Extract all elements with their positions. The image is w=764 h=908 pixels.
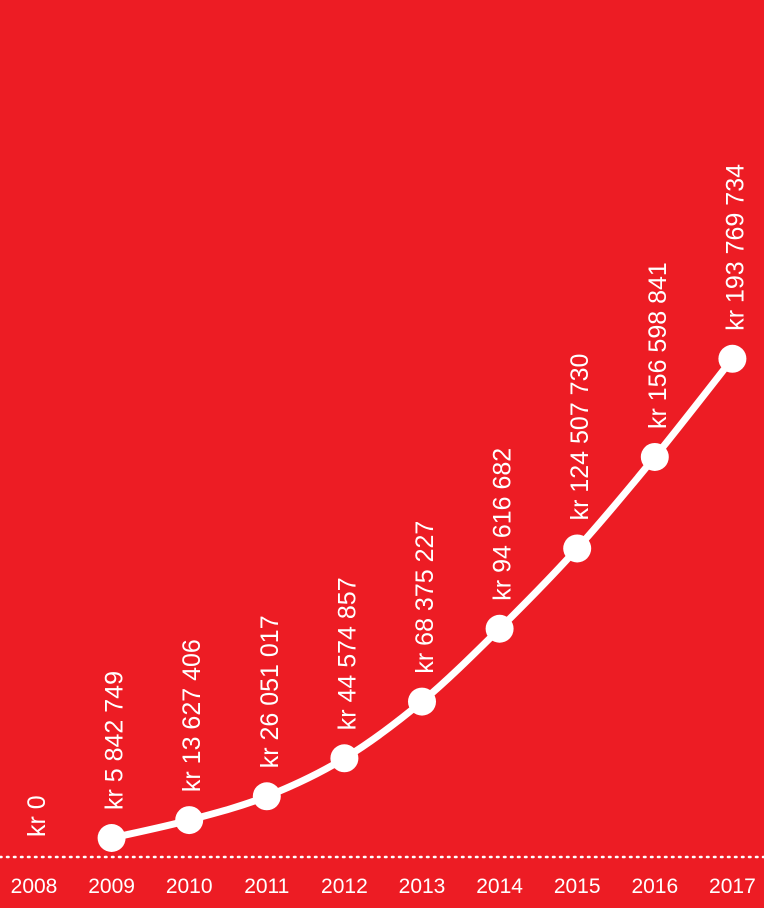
data-point-2016 — [640, 442, 669, 471]
value-label-2012: kr 26 051 017 — [256, 615, 284, 768]
data-point-2011 — [252, 782, 281, 811]
x-tick-label-2016: 2016 — [631, 875, 678, 898]
data-point-2013 — [408, 687, 436, 716]
value-label-2016: kr 124 507 730 — [566, 354, 594, 521]
value-labels: kr 0 kr 5 842 749 kr 13 627 406 kr 26 051 0… — [23, 164, 749, 837]
value-label-2017: kr 156 598 841 — [644, 262, 672, 429]
x-tick-label-2015: 2015 — [554, 875, 601, 898]
value-label-2010: kr 5 842 749 — [101, 671, 129, 810]
data-point-2015 — [563, 534, 592, 563]
data-markers — [97, 344, 747, 852]
x-tick-label-2009: 2009 — [88, 875, 135, 898]
value-label-2011: kr 13 627 406 — [178, 639, 206, 792]
x-tick-label-2010: 2010 — [166, 875, 213, 898]
data-point-2017 — [718, 344, 747, 373]
x-tick-label-2014: 2014 — [476, 875, 523, 898]
value-label-2009: kr 0 — [23, 795, 51, 837]
data-point-2010 — [175, 806, 204, 835]
data-point-2014 — [485, 614, 514, 643]
value-label-2014: kr 68 375 227 — [411, 521, 439, 674]
x-tick-label-2012: 2012 — [321, 875, 368, 898]
data-point-2012 — [330, 744, 359, 773]
data-point-2009 — [97, 824, 126, 852]
value-label-2013: kr 44 574 857 — [333, 577, 361, 730]
series-line — [108, 355, 736, 842]
value-label-2015: kr 94 616 682 — [489, 448, 517, 601]
value-label-2017: kr 193 769 734 — [721, 164, 749, 331]
x-tick-label-2017: 2017 — [709, 875, 756, 898]
x-tick-label-2011: 2011 — [244, 875, 289, 898]
x-tick-label-2008: 2008 — [11, 875, 58, 898]
x-axis: 2008 2009 2010 2011 2012 2013 2014 2015 2016 2017 — [11, 875, 756, 898]
x-tick-label-2013: 2013 — [399, 875, 446, 898]
